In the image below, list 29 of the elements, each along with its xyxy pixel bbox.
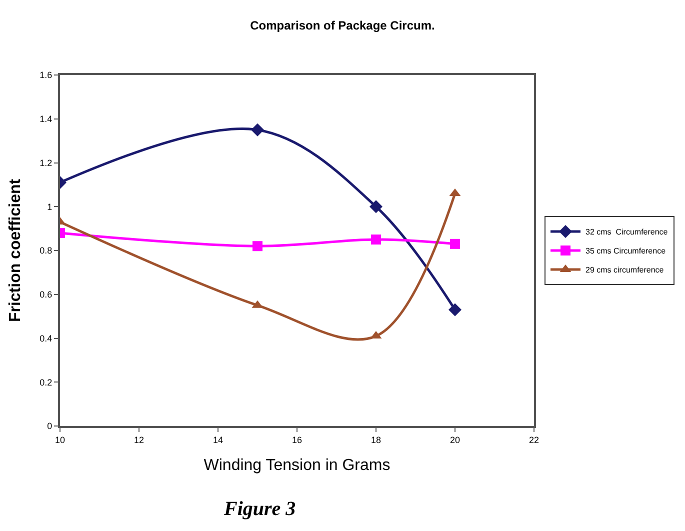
x-axis-title: Winding Tension in Grams bbox=[204, 457, 390, 474]
y-tick-label: 1.2 bbox=[40, 158, 52, 168]
point bbox=[450, 238, 460, 249]
legend-label: 35 cms Circumference bbox=[586, 246, 666, 256]
y-tick-label: 1.6 bbox=[40, 70, 52, 80]
chart-title: Comparison of Package Circum. bbox=[250, 18, 435, 33]
x-tick-label: 20 bbox=[450, 434, 460, 445]
point bbox=[448, 303, 462, 316]
x-tick-label: 12 bbox=[134, 434, 144, 445]
y-axis-title: Friction coefficient bbox=[7, 178, 24, 322]
y-tick-label: 0.2 bbox=[40, 377, 52, 388]
x-tick-label: 22 bbox=[528, 434, 540, 445]
point bbox=[251, 123, 264, 136]
x-tick-label: 18 bbox=[370, 434, 382, 445]
y-tick-label: 1.4 bbox=[40, 114, 52, 124]
x-tick-label: 14 bbox=[212, 434, 224, 445]
caption: Figure 3 bbox=[223, 498, 296, 520]
y-tick-label: 1 bbox=[47, 202, 52, 212]
x-tick-label: 10 bbox=[54, 434, 66, 445]
y-tick-label: 0 bbox=[47, 421, 52, 432]
legend-label: 29 cms circumference bbox=[586, 266, 664, 275]
point bbox=[371, 234, 381, 245]
y-tick-label: 0.8 bbox=[40, 246, 52, 256]
legend-label: 32 cms Circumference bbox=[586, 228, 668, 237]
y-tick-label: 0.6 bbox=[40, 290, 52, 300]
point bbox=[252, 241, 262, 252]
y-tick-label: 0.4 bbox=[40, 333, 52, 344]
point bbox=[370, 200, 382, 214]
x-tick-label: 16 bbox=[292, 434, 302, 445]
